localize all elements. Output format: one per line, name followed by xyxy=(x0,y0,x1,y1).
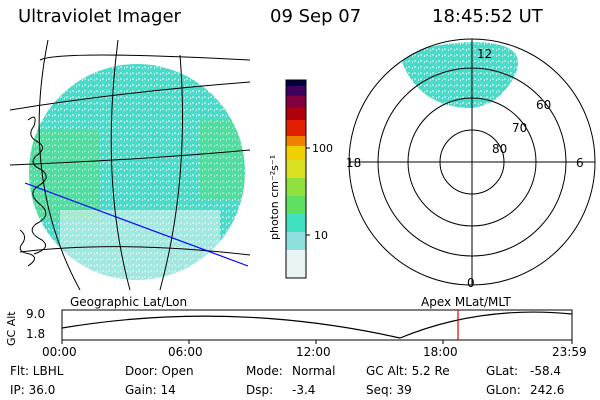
polar-plot xyxy=(348,38,596,286)
mlt-18-label: 18 xyxy=(346,156,362,170)
mlat-60-label: 60 xyxy=(536,98,552,112)
altitude-curve xyxy=(61,311,573,339)
earth-disk-image xyxy=(9,39,251,291)
glat-label: GLat: xyxy=(486,364,519,378)
mlt-12-label: 12 xyxy=(477,47,493,61)
orbit-track xyxy=(24,182,249,267)
colorbar xyxy=(285,79,310,279)
gc-alt-status: GC Alt: 5.2 Re xyxy=(366,364,450,378)
glat-value: -58.4 xyxy=(530,364,562,378)
mlat-70-label: 70 xyxy=(512,121,528,135)
glon-label: GLon: xyxy=(486,383,521,397)
x-tick-0600: 06:00 xyxy=(168,345,203,359)
x-tick-2359: 23:59 xyxy=(552,345,587,359)
door-status: Door: Open xyxy=(125,364,194,378)
alt-y-bottom: 1.8 xyxy=(26,327,46,341)
x-tick-1200: 12:00 xyxy=(296,345,331,359)
colorbar-tick-10: 10 xyxy=(314,229,328,242)
x-tick-0000: 00:00 xyxy=(42,345,77,359)
glon-value: 242.6 xyxy=(530,383,565,397)
geographic-label: Geographic Lat/Lon xyxy=(70,295,188,309)
coastline xyxy=(27,116,47,255)
apex-label: Apex MLat/MLT xyxy=(421,295,511,309)
dsp-value: -3.4 xyxy=(292,383,316,397)
colorbar-tick-100: 100 xyxy=(312,142,333,155)
dsp-label: Dsp: xyxy=(246,383,274,397)
mlt-0-label: 0 xyxy=(467,276,475,290)
seq-value: Seq: 39 xyxy=(366,383,412,397)
alt-y-top: 9.0 xyxy=(26,307,46,321)
mode-label: Mode: xyxy=(246,364,283,378)
time-label: 18:45:52 UT xyxy=(432,6,543,27)
mlat-80-label: 80 xyxy=(492,142,508,156)
altitude-plot xyxy=(61,309,573,344)
colorbar-unit-label: photon cm⁻²s⁻¹ xyxy=(268,154,281,240)
date-label: 09 Sep 07 xyxy=(270,6,362,27)
mlt-6-label: 6 xyxy=(576,156,584,170)
instrument-title: Ultraviolet Imager xyxy=(18,6,181,27)
aurora-oval xyxy=(402,42,519,108)
ip-value: IP: 36.0 xyxy=(10,383,56,397)
x-tick-1800: 18:00 xyxy=(423,345,458,359)
gain-value: Gain: 14 xyxy=(125,383,176,397)
mode-value: Normal xyxy=(292,364,336,378)
flt-filter: Flt: LBHL xyxy=(10,364,64,378)
latlon-grid xyxy=(9,39,251,291)
gc-alt-axis-title: GC Alt xyxy=(5,311,18,346)
